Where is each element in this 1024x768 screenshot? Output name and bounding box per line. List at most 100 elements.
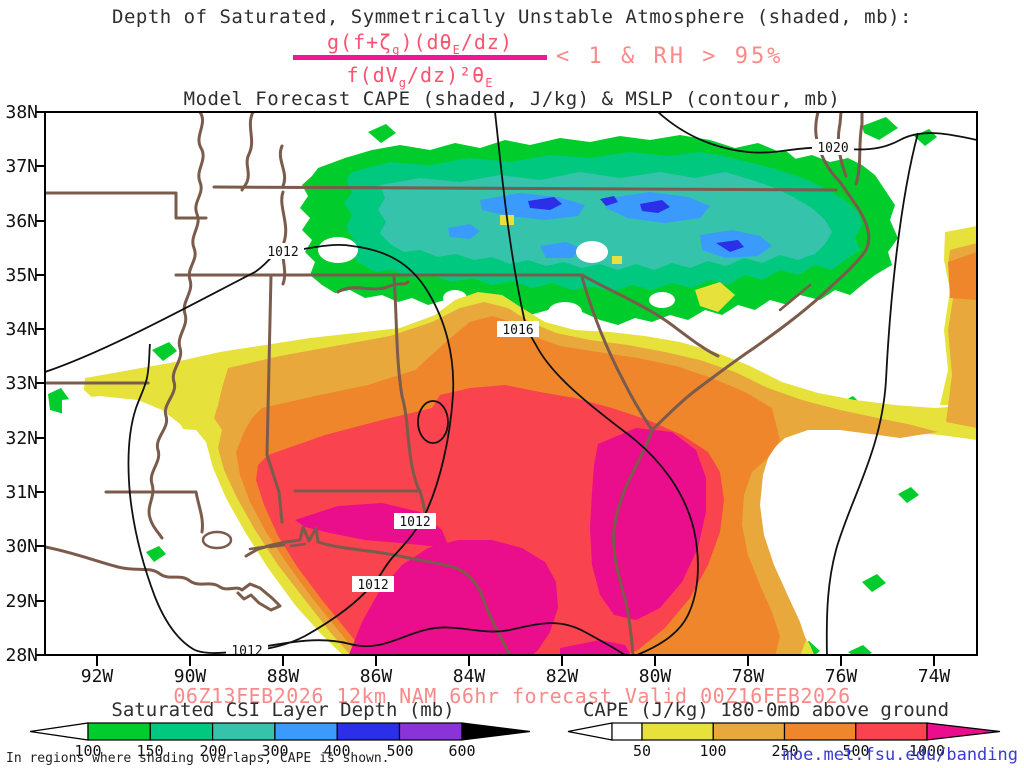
cape-colorbar-seg — [783, 722, 857, 741]
formula-fraction-bar — [293, 55, 547, 60]
contour-1012-south — [249, 622, 627, 655]
csi-colorbar-seg — [149, 722, 214, 741]
lon-axis-labels: 92W 90W 88W 86W 84W 82W 80W 78W 76W 74W — [81, 666, 951, 687]
csi-colorbar-right-arrow — [461, 722, 531, 741]
cape-tick: 100 — [699, 742, 726, 760]
csi-colorbar-labels: 100 150 200 300 400 500 600 — [74, 742, 475, 760]
pamlico-sound — [778, 283, 812, 312]
contour-label: 1016 — [502, 323, 533, 338]
kentucky-virginia-border — [212, 185, 838, 192]
green-patch — [848, 645, 872, 655]
green-patch — [368, 124, 396, 143]
csi-lightblue-patches — [448, 192, 772, 258]
magenta-gulf-region — [348, 540, 558, 655]
lon-label: 76W — [825, 666, 858, 687]
contour-label-box — [226, 642, 268, 655]
formula-denominator-sub-e: E — [485, 76, 494, 90]
barrier-islands — [248, 542, 307, 551]
blue-patch — [600, 196, 618, 206]
missouri-arkansas-border — [45, 191, 208, 220]
tennessee-river — [278, 144, 288, 286]
contour-label: 1012 — [231, 644, 262, 659]
blue-patch — [716, 240, 744, 252]
white-hole — [649, 292, 675, 308]
atlantic-coastline-south — [612, 428, 654, 655]
csi-tick: 100 — [74, 742, 101, 760]
contour-label-box — [262, 243, 304, 259]
contour-closed-small — [417, 400, 449, 444]
georgia-sc-border — [580, 275, 654, 432]
forecast-init-valid-line: 06Z13FEB2026 12km NAM 66hr forecast Vali… — [173, 684, 851, 708]
lat-label: 34N — [5, 319, 38, 340]
csi-tick: 600 — [448, 742, 475, 760]
louisiana-white-gap — [62, 396, 238, 550]
subtitle: Model Forecast CAPE (shaded, J/kg) & MSL… — [183, 88, 841, 110]
formula-denominator-pre: f(dV — [346, 63, 399, 87]
lon-label: 84W — [453, 666, 486, 687]
contour-1016 — [494, 112, 699, 655]
lat-label: 28N — [5, 645, 38, 666]
lon-label: 78W — [732, 666, 765, 687]
green-patch — [862, 574, 886, 592]
atlantic-coastline-north — [650, 180, 871, 432]
csi-colorbar-seg — [212, 722, 276, 741]
formula-numerator-mid: )(dθ — [400, 30, 453, 54]
cape-tick: 250 — [771, 742, 798, 760]
blue-patch — [528, 197, 562, 210]
formula-condition: < 1 & RH > 95% — [556, 44, 784, 69]
csi-tick: 500 — [386, 742, 413, 760]
white-hole — [318, 237, 358, 263]
contour-label-box — [394, 513, 436, 529]
cape-tick: 500 — [842, 742, 869, 760]
lat-label: 38N — [5, 102, 38, 123]
yellow-overlap — [695, 282, 735, 312]
louisiana-mississippi-border — [104, 490, 204, 534]
green-patch — [146, 546, 166, 562]
lat-label: 32N — [5, 428, 38, 449]
white-hole — [576, 241, 608, 263]
cape-colorbar — [567, 722, 1001, 741]
formula-numerator-sub-g: g — [392, 43, 401, 57]
green-patch — [152, 342, 177, 361]
cape-tick: 1000 — [909, 742, 945, 760]
csi-tick: 200 — [199, 742, 226, 760]
cape-orange-east-bit — [948, 252, 977, 300]
csi-tick: 150 — [136, 742, 163, 760]
csi-colorbar-seg — [87, 722, 151, 741]
csi-colorbar-seg — [398, 722, 463, 741]
page-title: Depth of Saturated, Symmetrically Unstab… — [112, 6, 912, 28]
lon-label: 74W — [918, 666, 951, 687]
lon-ticks — [96, 655, 935, 666]
lat-label: 31N — [5, 482, 38, 503]
green-patch — [765, 150, 797, 171]
lake-pontchartrain — [201, 530, 233, 550]
csi-legend-title: Saturated CSI Layer Depth (mb) — [111, 699, 455, 721]
contour-label: 1012 — [399, 515, 430, 530]
cape-colorbar-seg — [855, 722, 928, 741]
lon-label: 80W — [639, 666, 672, 687]
lat-label: 35N — [5, 265, 38, 286]
cape-colorbar-white-seg — [611, 722, 643, 741]
lon-label: 82W — [546, 666, 579, 687]
magenta-bottom-bit — [560, 640, 631, 655]
csi-colorbar-seg — [336, 722, 401, 741]
contour-label: 1012 — [267, 245, 298, 260]
formula-numerator-pre: g(f+ζ — [326, 30, 393, 54]
cape-colorbar-seg — [712, 722, 786, 741]
contour-label: 1020 — [817, 141, 848, 156]
contour-label-box — [352, 576, 394, 592]
ms-al-fl-coastline — [244, 525, 512, 655]
csi-tick: 300 — [261, 742, 288, 760]
nc-sc-border — [580, 273, 720, 358]
lon-label: 92W — [81, 666, 114, 687]
lat-label: 33N — [5, 373, 38, 394]
cape-legend-title: CAPE (J/kg) 180-0mb above ground — [582, 699, 950, 721]
formula-numerator-sub-e: E — [452, 43, 461, 57]
contour-1020-offshore — [825, 132, 919, 655]
contour-label-box — [812, 139, 854, 155]
credit-link[interactable]: moe.met.fsu.edu/banding — [782, 745, 1018, 765]
formula-denominator: f(dVg/dz)²θE — [285, 63, 555, 90]
contour-label: 1012 — [357, 578, 388, 593]
